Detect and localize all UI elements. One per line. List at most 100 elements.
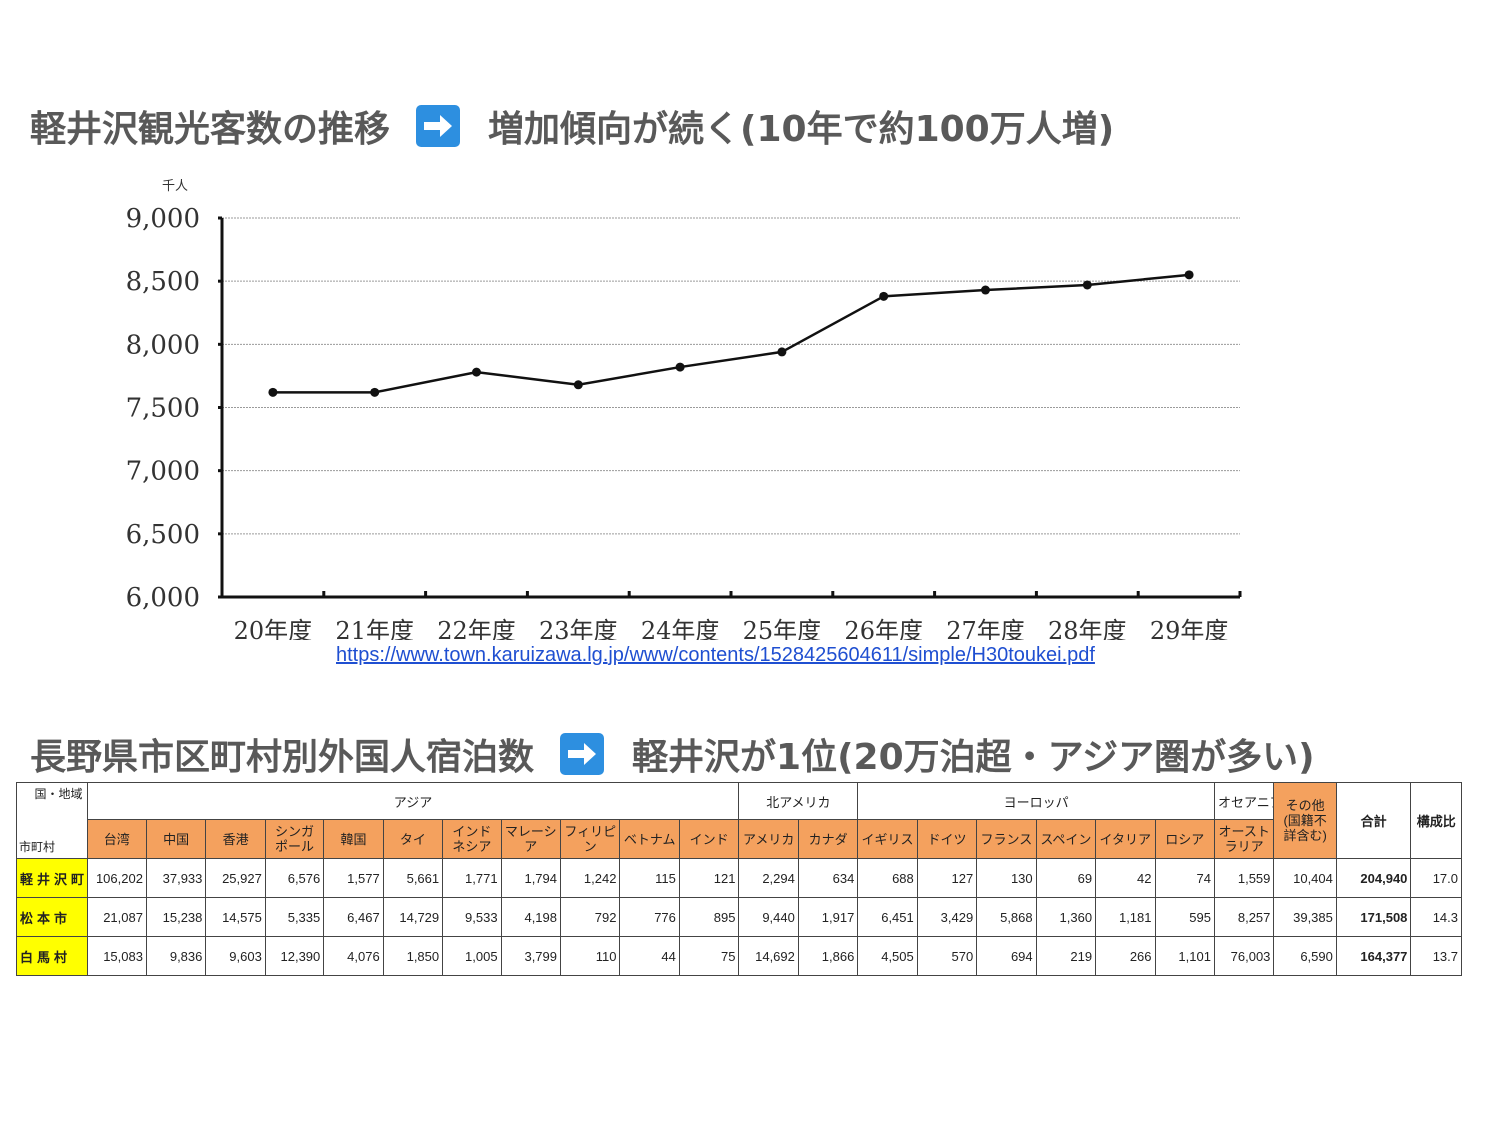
country-header: アメリカ bbox=[738, 819, 799, 859]
data-point bbox=[675, 362, 685, 372]
table-cell: 6,576 bbox=[264, 858, 325, 898]
table-cell: 1,577 bbox=[323, 858, 384, 898]
table-cell: 42 bbox=[1095, 858, 1156, 898]
table-cell: 4,076 bbox=[323, 936, 384, 976]
data-point bbox=[370, 387, 380, 397]
table-cell: 1,850 bbox=[382, 936, 444, 976]
country-header: フランス bbox=[976, 819, 1037, 859]
y-tick-label: 7,500 bbox=[126, 394, 200, 424]
table-cell: 1,794 bbox=[500, 858, 562, 898]
table-cell: 6,467 bbox=[323, 897, 384, 937]
table-cell: 10,404 bbox=[1273, 858, 1337, 898]
table-cell: 76,003 bbox=[1213, 936, 1275, 976]
table-cell: 14,575 bbox=[205, 897, 266, 937]
table-row: 軽井沢町 106,202 37,933 25,927 6,576 1,577 5,661 1,… bbox=[16, 858, 1462, 898]
series-line bbox=[272, 273, 1190, 394]
country-header: インド bbox=[678, 819, 740, 859]
table-cell: 1,559 bbox=[1213, 858, 1275, 898]
section1-title: 軽井沢観光客数の推移 bbox=[30, 109, 391, 150]
x-tick-label: 25年度 bbox=[743, 617, 822, 640]
total-cell: 204,940 bbox=[1335, 858, 1412, 898]
country-header: ロシア bbox=[1154, 819, 1215, 859]
table-cell: 9,836 bbox=[145, 936, 207, 976]
table-cell: 130 bbox=[976, 858, 1037, 898]
country-header: フィリピン bbox=[560, 819, 621, 859]
table-cell: 37,933 bbox=[145, 858, 207, 898]
y-tick-label: 6,000 bbox=[126, 583, 200, 613]
table-cell: 5,868 bbox=[976, 897, 1037, 937]
country-header: スペイン bbox=[1035, 819, 1097, 859]
x-tick-label: 23年度 bbox=[539, 617, 618, 640]
x-tick-label: 24年度 bbox=[641, 617, 720, 640]
table-cell: 634 bbox=[797, 858, 859, 898]
municipality-name: 松本市 bbox=[16, 897, 88, 937]
table-cell: 15,238 bbox=[145, 897, 207, 937]
table-cell: 3,799 bbox=[500, 936, 562, 976]
table-cell: 1,917 bbox=[797, 897, 859, 937]
country-header: 香港 bbox=[205, 819, 266, 859]
other-header: その他(国籍不詳含む) bbox=[1273, 782, 1337, 859]
table-cell: 5,661 bbox=[382, 858, 444, 898]
visitor-line-chart: 6,000 6,500 7,000 7,500 8,000 8,500 9,000 千人 20年… bbox=[126, 179, 1242, 640]
country-header: オーストラリア bbox=[1213, 819, 1275, 859]
country-header-row: 台湾 中国 香港 シンガポール 韓国 タイ インドネシア マレーシア フィリピン ベトナム インドア… bbox=[17, 819, 1462, 859]
x-tick-label: 29年度 bbox=[1150, 617, 1229, 640]
table-cell: 115 bbox=[619, 858, 680, 898]
table-cell: 39,385 bbox=[1273, 897, 1337, 937]
table-cell: 127 bbox=[916, 858, 978, 898]
total-cell: 164,377 bbox=[1335, 936, 1412, 976]
table-cell: 8,257 bbox=[1213, 897, 1275, 937]
y-tick-label: 7,000 bbox=[126, 457, 200, 487]
total-cell: 171,508 bbox=[1335, 897, 1412, 937]
corner-header: 国・地域 市町村 bbox=[16, 782, 88, 859]
table-cell: 595 bbox=[1154, 897, 1215, 937]
table-cell: 895 bbox=[678, 897, 740, 937]
x-tick-label: 27年度 bbox=[946, 617, 1025, 640]
country-header: ドイツ bbox=[916, 819, 978, 859]
table-cell: 4,198 bbox=[500, 897, 562, 937]
country-header: 台湾 bbox=[86, 819, 147, 859]
y-tick-label: 9,000 bbox=[126, 204, 200, 234]
country-header: マレーシア bbox=[500, 819, 562, 859]
table-cell: 12,390 bbox=[264, 936, 325, 976]
table-cell: 3,429 bbox=[916, 897, 978, 937]
table-cell: 266 bbox=[1095, 936, 1156, 976]
data-point bbox=[268, 387, 278, 397]
table-cell: 1,866 bbox=[797, 936, 859, 976]
region-header: アジア bbox=[86, 782, 740, 820]
data-point bbox=[1082, 280, 1092, 290]
table-cell: 69 bbox=[1035, 858, 1097, 898]
table-cell: 219 bbox=[1035, 936, 1097, 976]
table-cell: 792 bbox=[560, 897, 621, 937]
ratio-cell: 17.0 bbox=[1410, 858, 1462, 898]
data-point bbox=[777, 347, 787, 357]
country-header: インドネシア bbox=[442, 819, 502, 859]
municipality-name: 軽井沢町 bbox=[16, 858, 88, 898]
region-header: オセアニア bbox=[1213, 782, 1275, 820]
section2-title: 長野県市区町村別外国人宿泊数 bbox=[30, 737, 535, 778]
table-cell: 9,533 bbox=[442, 897, 502, 937]
corner-top-label: 国・地域 bbox=[34, 787, 83, 801]
ratio-cell: 13.7 bbox=[1410, 936, 1462, 976]
country-header: カナダ bbox=[797, 819, 859, 859]
table-cell: 121 bbox=[678, 858, 740, 898]
foreign-stays-table: 国・地域 市町村 アジア北アメリカヨーロッパオセアニアその他(国籍不詳含む)合計… bbox=[16, 782, 1462, 976]
table-row: 白馬村 15,083 9,836 9,603 12,390 4,076 1,850 1,005… bbox=[16, 936, 1462, 976]
table-cell: 1,005 bbox=[442, 936, 502, 976]
source-link[interactable]: https://www.town.karuizawa.lg.jp/www/con… bbox=[336, 644, 1095, 666]
region-header-row: 国・地域 市町村 アジア北アメリカヨーロッパオセアニアその他(国籍不詳含む)合計… bbox=[16, 782, 1462, 859]
table-cell: 5,335 bbox=[264, 897, 325, 937]
municipality-name: 白馬村 bbox=[16, 936, 88, 976]
total-header: 合計 bbox=[1335, 782, 1412, 859]
table-cell: 694 bbox=[976, 936, 1037, 976]
table-cell: 21,087 bbox=[86, 897, 147, 937]
table-cell: 2,294 bbox=[738, 858, 799, 898]
table-cell: 1,101 bbox=[1154, 936, 1215, 976]
table-cell: 9,440 bbox=[738, 897, 799, 937]
table-cell: 4,505 bbox=[857, 936, 918, 976]
country-header: ベトナム bbox=[619, 819, 680, 859]
table-cell: 570 bbox=[916, 936, 978, 976]
data-point bbox=[879, 291, 889, 301]
country-header: タイ bbox=[382, 819, 444, 859]
y-tick-label: 6,500 bbox=[126, 520, 200, 550]
